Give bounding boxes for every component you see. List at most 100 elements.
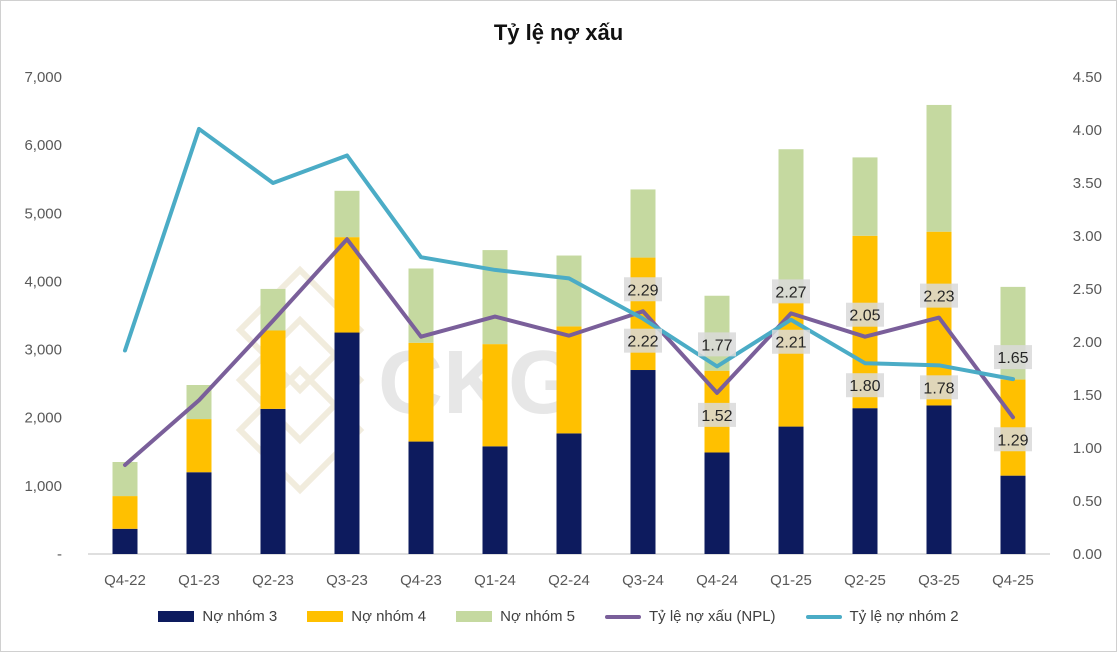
legend-item-no-nhom-3: Nợ nhóm 3	[158, 608, 277, 625]
legend-label: Nợ nhóm 3	[202, 608, 278, 625]
left-axis-tick-label: 4,000	[24, 273, 62, 290]
data-label: 1.29	[997, 432, 1028, 449]
x-axis-tick-label: Q1-23	[178, 572, 220, 589]
data-label-background	[846, 302, 884, 327]
data-label: 1.77	[701, 337, 732, 354]
x-axis-tick-label: Q4-24	[696, 572, 738, 589]
left-axis-tick-label: 1,000	[24, 478, 62, 495]
data-label-background	[846, 373, 884, 398]
bar-segment	[408, 268, 434, 343]
legend-swatch-no-nhom-2	[805, 614, 842, 619]
data-label-background	[772, 279, 810, 304]
bar-segment	[778, 426, 804, 554]
x-axis-tick-label: Q3-24	[622, 572, 664, 589]
legend-label: Nợ nhóm 4	[351, 608, 427, 625]
bar-segment	[704, 452, 730, 554]
data-label: 2.05	[849, 308, 880, 325]
left-axis-tick-label: 6,000	[24, 137, 62, 154]
bar-segment	[334, 332, 360, 554]
x-axis-tick-label: Q4-22	[104, 572, 146, 589]
x-axis-tick-label: Q1-24	[474, 572, 516, 589]
legend-swatch-no-nhom-3	[158, 611, 195, 622]
bar-segment	[852, 157, 878, 236]
bar-segment	[926, 104, 952, 232]
series-line	[123, 126, 1015, 382]
x-axis-tick-label: Q4-23	[400, 572, 442, 589]
data-label: 2.23	[923, 289, 954, 306]
x-axis-tick-label: Q2-23	[252, 572, 294, 589]
legend-swatch-no-nhom-4	[307, 611, 344, 622]
bar-segment	[630, 370, 656, 554]
right-axis-tick-label: 1.50	[1073, 387, 1102, 404]
bar-segment	[926, 405, 952, 554]
legend-item-npl: Tỷ lệ nợ xấu (NPL)	[605, 608, 776, 625]
data-label-background	[920, 375, 958, 400]
watermark-text: CKG	[378, 333, 578, 433]
bar-segment	[556, 326, 582, 434]
x-axis-tick-label: Q1-25	[770, 572, 812, 589]
chart-title: Tỷ lệ nợ xấu	[493, 20, 624, 45]
data-label: 1.52	[701, 408, 732, 425]
x-axis-tick-label: Q3-25	[918, 572, 960, 589]
legend-swatch-npl	[605, 614, 641, 619]
right-axis-tick-label: 0.00	[1073, 546, 1102, 563]
series-line	[123, 237, 1015, 467]
bar-segment	[260, 408, 286, 554]
data-label-background	[994, 345, 1032, 370]
right-axis-tick-label: 1.00	[1073, 440, 1102, 457]
bar-segment	[852, 408, 878, 554]
bar-segment	[778, 149, 804, 303]
right-axis-tick-label: 3.50	[1073, 175, 1102, 192]
x-axis-tick-label: Q3-23	[326, 572, 368, 589]
left-axis-tick-label: 3,000	[24, 342, 62, 359]
data-label: 2.22	[627, 334, 658, 351]
bar-segment	[186, 419, 212, 473]
bar-segment	[112, 496, 138, 529]
bar-segment	[556, 433, 582, 554]
legend-label: Tỷ lệ nợ nhóm 2	[849, 608, 959, 625]
bar-segment	[186, 472, 212, 554]
left-axis-tick-label: 7,000	[24, 69, 62, 86]
bar-segment	[556, 255, 582, 327]
bar-segment	[334, 190, 360, 238]
bar-segment	[408, 342, 434, 442]
legend-item-no-nhom-5: Nợ nhóm 5	[456, 608, 575, 625]
chart-legend: Nợ nhóm 3 Nợ nhóm 4 Nợ nhóm 5 Tỷ lệ nợ x…	[0, 608, 1117, 625]
right-axis-tick-label: 4.50	[1073, 69, 1102, 86]
legend-item-no-nhom-2: Tỷ lệ nợ nhóm 2	[805, 608, 959, 625]
data-label: 1.78	[923, 380, 954, 397]
x-axis-tick-label: Q2-25	[844, 572, 886, 589]
bar-segment	[112, 528, 138, 554]
data-label-background	[994, 427, 1032, 452]
data-label-background	[772, 329, 810, 354]
data-label-background	[920, 283, 958, 308]
x-axis-tick-label: Q4-25	[992, 572, 1034, 589]
right-axis-tick-label: 2.50	[1073, 281, 1102, 298]
bar-segment	[482, 344, 508, 447]
legend-item-no-nhom-4: Nợ nhóm 4	[307, 608, 426, 625]
legend-label: Nợ nhóm 5	[500, 608, 575, 625]
data-label-background	[624, 277, 662, 302]
left-axis-tick-label: -	[57, 546, 62, 563]
x-axis-tick-label: Q2-24	[548, 572, 590, 589]
right-axis-tick-label: 4.00	[1073, 122, 1102, 139]
bar-segment	[482, 446, 508, 554]
data-label: 2.21	[775, 335, 806, 352]
bar-segment	[112, 462, 138, 497]
right-axis-tick-label: 0.50	[1073, 493, 1102, 510]
bar-segment	[408, 441, 434, 554]
data-label: 2.29	[627, 282, 658, 299]
data-label: 1.80	[849, 378, 880, 395]
legend-label: Tỷ lệ nợ xấu (NPL)	[649, 608, 776, 625]
bar-segment	[482, 250, 508, 345]
bar-segment	[260, 330, 286, 409]
bar-segment	[1000, 475, 1026, 554]
left-axis-tick-label: 2,000	[24, 410, 62, 427]
data-label-background	[698, 332, 736, 357]
right-axis-tick-label: 3.00	[1073, 228, 1102, 245]
data-label-background	[698, 402, 736, 427]
data-label: 2.27	[775, 284, 806, 301]
data-label-background	[624, 328, 662, 353]
data-label: 1.65	[997, 350, 1028, 367]
